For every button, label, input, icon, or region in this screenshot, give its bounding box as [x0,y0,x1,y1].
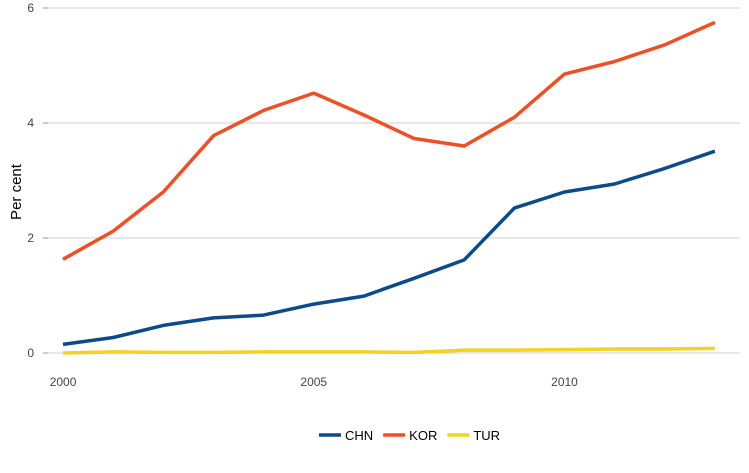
series-lines [62,20,716,355]
series-line-kor [62,20,716,261]
legend: CHN KOR TUR [319,428,500,443]
y-tick-label: 6 [27,1,34,15]
x-tick-label: 2010 [551,375,578,389]
y-tick-label: 0 [27,346,34,360]
x-tick-label: 2000 [50,375,77,389]
series-line-chn [62,149,716,347]
gridlines [48,7,740,354]
x-tick-label: 2005 [300,375,327,389]
y-tick-label: 2 [27,231,34,245]
y-axis-label: Per cent [8,163,25,220]
y-tick-label: 4 [27,116,34,130]
legend-label-kor: KOR [409,428,437,443]
legend-label-tur: TUR [473,428,500,443]
series-line-tur [62,346,715,355]
legend-label-chn: CHN [345,428,373,443]
y-axis: 0 2 4 6 [27,1,48,360]
x-axis: 2000 2005 2010 [50,375,578,389]
